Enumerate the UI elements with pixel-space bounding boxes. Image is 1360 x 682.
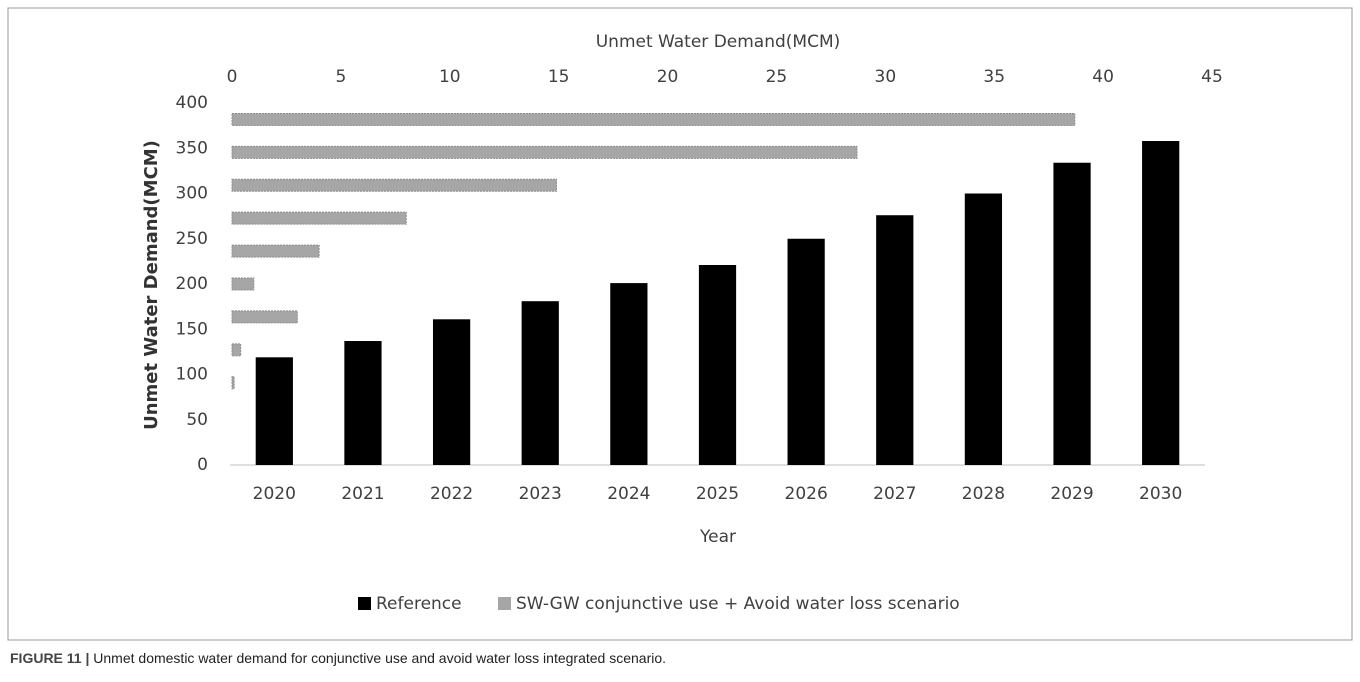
- legend-swatch: [358, 597, 371, 610]
- y-tick-label: 100: [176, 365, 208, 385]
- bar: [231, 376, 235, 390]
- x-tick-label: 2025: [696, 484, 739, 504]
- x2-tick-label: 15: [548, 67, 570, 87]
- bar: [231, 112, 1076, 126]
- legend-label: Reference: [376, 594, 462, 614]
- legend-swatch: [498, 597, 511, 610]
- y-tick-label: 200: [176, 274, 208, 294]
- x-tick-label: 2022: [430, 484, 473, 504]
- y-tick-label: 350: [176, 138, 208, 158]
- x-axis-label: Year: [699, 527, 736, 547]
- y-tick-label: 150: [176, 319, 208, 339]
- bar: [698, 264, 737, 465]
- x2-tick-label: 45: [1201, 67, 1223, 87]
- x2-tick-label: 10: [439, 67, 461, 87]
- x-tick-label: 2027: [873, 484, 916, 504]
- x-tick-label: 2026: [785, 484, 828, 504]
- x-tick-label: 2028: [962, 484, 1005, 504]
- bar: [231, 178, 557, 192]
- bar: [432, 319, 471, 465]
- bar: [231, 277, 255, 291]
- bar: [876, 215, 914, 465]
- legend-label: SW-GW conjunctive use + Avoid water loss…: [516, 594, 960, 614]
- y-axis-label: Unmet Water Demand(MCM): [141, 140, 162, 430]
- bar: [255, 357, 293, 465]
- x-tick-label: 2021: [341, 484, 384, 504]
- bar: [231, 145, 858, 159]
- bar: [1053, 162, 1091, 466]
- x2-tick-label: 35: [983, 67, 1005, 87]
- bar: [231, 211, 407, 225]
- y-tick-label: 50: [186, 410, 208, 430]
- x-tick-label: 2023: [519, 484, 562, 504]
- figure-label: FIGURE 11 |: [10, 650, 90, 666]
- x-tick-label: 2029: [1050, 484, 1093, 504]
- y-tick-label: 400: [176, 93, 208, 113]
- chart: Unmet Water Demand(MCM) Unmet Water Dema…: [7, 7, 1353, 641]
- bar: [231, 244, 320, 258]
- x2-tick-label: 0: [227, 67, 238, 87]
- x-tick-label: 2024: [607, 484, 650, 504]
- frame: [7, 7, 1353, 641]
- bar: [521, 301, 559, 465]
- x2-axis-label: Unmet Water Demand(MCM): [596, 32, 841, 52]
- y-tick-label: 0: [197, 455, 208, 475]
- bar: [610, 283, 648, 465]
- x2-tick-label: 5: [335, 67, 346, 87]
- y-tick-label: 250: [176, 229, 208, 249]
- x2-tick-label: 25: [766, 67, 788, 87]
- caption: FIGURE 11 | Unmet domestic water demand …: [10, 650, 666, 666]
- x2-tick-label: 40: [1092, 67, 1114, 87]
- bar: [231, 310, 298, 324]
- bar: [964, 193, 1003, 465]
- bar: [344, 341, 382, 465]
- x-tick-label: 2030: [1139, 484, 1182, 504]
- y-tick-label: 300: [176, 184, 208, 204]
- x-tick-label: 2020: [253, 484, 296, 504]
- x2-tick-label: 20: [657, 67, 679, 87]
- x2-tick-label: 30: [875, 67, 897, 87]
- bar: [231, 343, 242, 357]
- bar: [1142, 141, 1180, 465]
- caption-text: Unmet domestic water demand for conjunct…: [89, 650, 667, 666]
- bar: [787, 238, 825, 465]
